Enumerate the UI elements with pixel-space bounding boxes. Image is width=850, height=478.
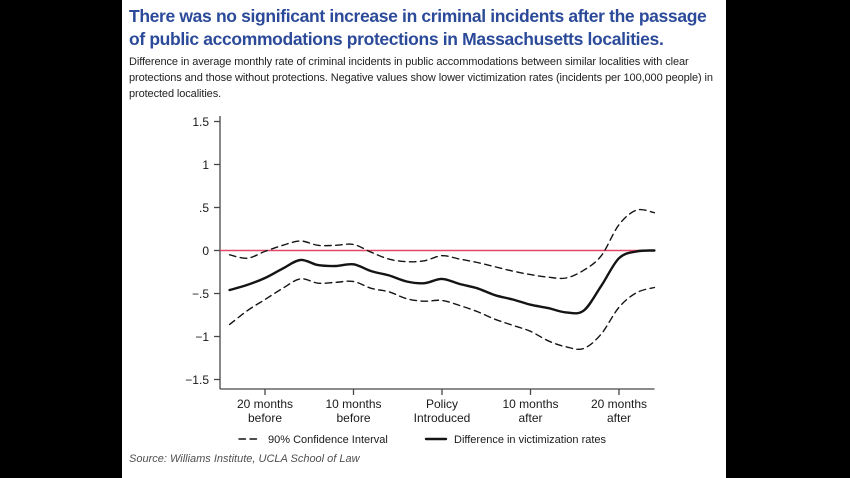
- legend-label: Difference in victimization rates: [454, 434, 607, 446]
- y-tick-label: .5: [199, 201, 209, 215]
- letterbox-right: [726, 0, 850, 478]
- page-title: There was no significant increase in cri…: [129, 6, 707, 50]
- x-tick-label: before: [336, 411, 370, 425]
- x-tick-label: after: [607, 411, 631, 425]
- x-tick-label: before: [248, 411, 282, 425]
- x-tick-label: after: [518, 411, 542, 425]
- x-tick-label: 10 months: [502, 397, 558, 411]
- y-tick-label: −.5: [192, 287, 209, 301]
- y-tick-label: −1: [195, 330, 209, 344]
- confidence-interval-line: [228, 278, 656, 351]
- x-tick-label: Introduced: [414, 411, 471, 425]
- infographic-card: There was no significant increase in cri…: [122, 0, 726, 478]
- y-tick-label: 1.5: [192, 115, 209, 129]
- y-tick-label: 1: [202, 158, 209, 172]
- x-tick-label: Policy: [426, 397, 458, 411]
- legend-label: 90% Confidence Interval: [268, 434, 388, 446]
- source-note: Source: Williams Institute, UCLA School …: [129, 453, 360, 465]
- y-tick-label: −1.5: [185, 373, 209, 387]
- x-tick-label: 10 months: [325, 397, 381, 411]
- difference-line: [228, 249, 656, 315]
- x-tick-label: 20 months: [237, 397, 293, 411]
- page-subtitle: Difference in average monthly rate of cr…: [129, 56, 713, 100]
- x-tick-label: 20 months: [591, 397, 647, 411]
- confidence-interval-line: [228, 208, 656, 280]
- letterbox-left: [0, 0, 122, 478]
- y-tick-label: 0: [202, 244, 209, 258]
